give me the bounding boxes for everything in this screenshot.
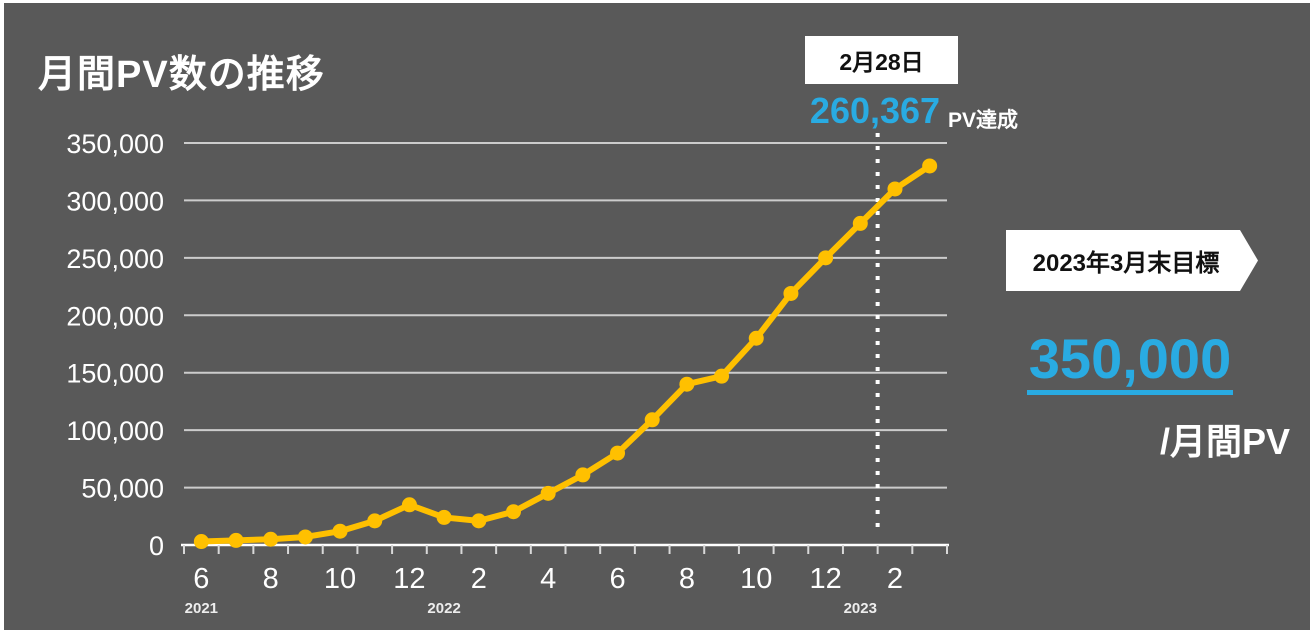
y-axis-label: 50,000 [81,474,164,504]
data-point-2022-08 [679,376,695,392]
data-point-2022-09 [714,368,730,384]
x-axis-label: 8 [679,563,695,595]
x-axis-year-label: 2021 [185,600,218,617]
data-point-2021-08 [263,531,279,547]
data-point-2022-02 [471,513,487,529]
x-axis-label: 12 [809,563,841,595]
data-point-2021-07 [228,532,244,548]
y-axis-label: 300,000 [66,186,164,216]
y-axis-label: 350,000 [66,129,164,159]
x-axis-label: 6 [609,563,625,595]
pv-trend-line [198,162,933,545]
milestone-value: 260,367 [809,90,941,131]
data-point-2023-03 [922,158,938,174]
y-axis-label: 100,000 [66,416,164,446]
x-axis-label: 12 [393,563,425,595]
x-axis-label: 8 [263,563,279,595]
y-axis-label: 150,000 [66,359,164,389]
y-axis-label: 0 [149,531,164,561]
x-axis-label: 10 [740,563,772,595]
x-axis-year-label: 2022 [427,600,460,617]
milestone-date-label: 2月28日 [839,49,924,75]
x-axis-label: 6 [193,563,209,595]
data-point-2023-01 [852,215,868,231]
x-axis-label: 2 [887,563,903,595]
data-point-2021-09 [297,529,313,545]
data-point-2021-06 [193,534,209,550]
slide-background: 0 50,000 100,000 150,000 200,000 250,000 300,0… [4,3,1310,630]
goal-unit: /月間PV [1159,421,1290,462]
x-axis-label: 2 [471,563,487,595]
goal-value-wrap: 350,000 [1002,331,1258,395]
data-point-2022-03 [505,504,521,520]
data-point-2022-04 [540,485,556,501]
y-axis-label: 250,000 [66,244,164,274]
page-title: 月間PV数の推移 [38,54,325,96]
x-axis-label: 10 [324,563,356,595]
goal-value: 350,000 [1026,331,1234,395]
milestone-value-suffix: PV達成 [948,109,1019,132]
data-point-2022-06 [610,445,626,461]
data-point-2022-07 [644,412,660,428]
x-axis-label: 4 [540,563,556,595]
data-point-2022-01 [436,509,452,525]
y-axis-label: 200,000 [66,301,164,331]
data-point-2022-11 [783,285,799,301]
data-point-2022-05 [575,467,591,483]
milestone-date-callout: 2月28日 [805,36,958,84]
goal-banner: 2023年3月末目標 [1006,230,1258,291]
pv-line-chart: 0 50,000 100,000 150,000 200,000 250,000 300,0… [66,129,949,617]
x-axis-year-label: 2023 [844,600,877,617]
goal-banner-label: 2023年3月末目標 [1032,250,1220,277]
data-point-2021-12 [401,497,417,513]
data-point-2022-12 [818,250,834,266]
data-point-2021-10 [332,523,348,539]
data-point-2021-11 [367,513,383,529]
data-point-2022-10 [748,330,764,346]
data-point-2023-02 [887,181,903,197]
